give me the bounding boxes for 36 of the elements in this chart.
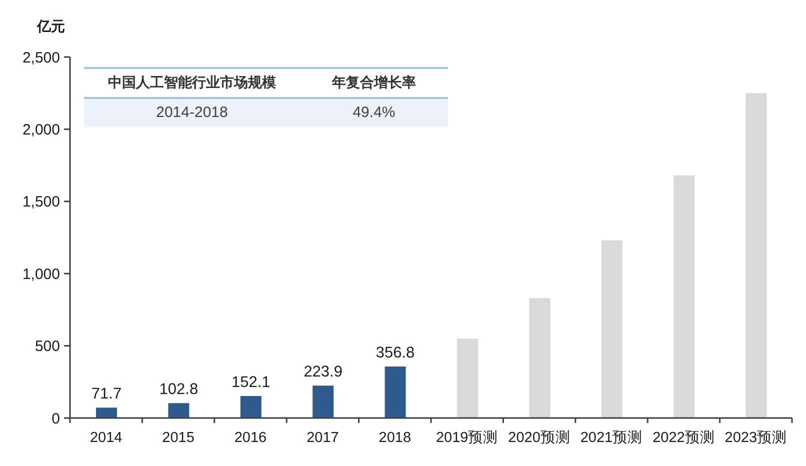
data-label: 356.8: [376, 344, 415, 362]
x-tick-label: 2016: [234, 430, 267, 446]
y-tick-label: 2,000: [22, 122, 60, 139]
bar: [312, 386, 334, 418]
bar: [457, 338, 478, 418]
x-tick-label: 2021预测: [580, 429, 643, 446]
data-label: 152.1: [232, 374, 270, 392]
x-tick-label: 2022预测: [652, 429, 715, 446]
x-tick-label: 2015: [162, 430, 194, 446]
y-tick-label: 1,000: [22, 266, 60, 283]
x-tick-label: 2017: [306, 430, 339, 446]
bar: [168, 403, 190, 418]
y-tick-label: 2,500: [22, 49, 60, 66]
annotation: 49.4%: [352, 104, 396, 121]
data-label: 71.7: [91, 386, 122, 403]
x-tick-label: 2018: [378, 430, 412, 446]
x-tick-label: 2019预测: [436, 429, 498, 446]
y-tick-label: 500: [34, 338, 60, 356]
annotation: 中国人工智能行业市场规模: [108, 74, 276, 92]
bar: [240, 396, 262, 418]
x-tick-label: 2023预测: [724, 429, 788, 446]
bar: [601, 240, 622, 418]
annotation: 年复合增长率: [332, 74, 416, 92]
annotation: 2014-2018: [156, 104, 228, 121]
data-label: 223.9: [304, 364, 342, 381]
y-tick-label: 0: [52, 410, 60, 428]
bar: [384, 366, 406, 418]
data-label: 102.8: [159, 381, 198, 398]
bar: [529, 298, 550, 418]
bar: [96, 408, 117, 418]
x-tick-label: 2014: [90, 430, 122, 446]
bar: [674, 175, 695, 418]
bar: [746, 93, 767, 418]
x-tick-label: 2020预测: [508, 429, 570, 446]
y-axis-title: 亿元: [37, 18, 65, 36]
y-tick-label: 1,500: [22, 194, 60, 211]
